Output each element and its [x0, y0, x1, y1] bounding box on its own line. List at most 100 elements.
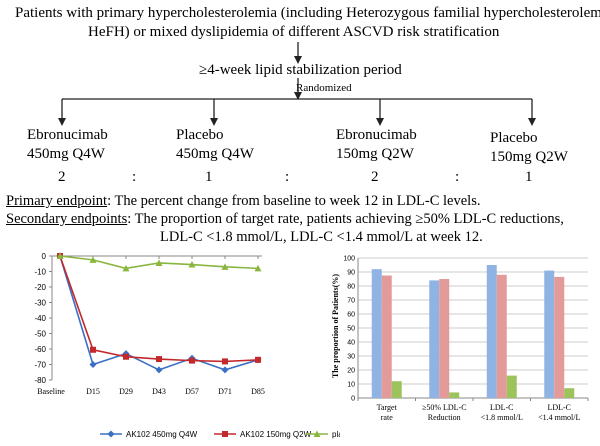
data-point: [123, 353, 129, 360]
data-point: [188, 261, 196, 268]
data-point: [221, 263, 229, 270]
data-point: [56, 252, 64, 259]
x-tick-label: D71: [218, 387, 232, 396]
y-tick-label: -30: [34, 299, 46, 308]
y-tick-label: 60: [347, 312, 355, 319]
population-line-1: Patients with primary hypercholesterolem…: [15, 5, 600, 21]
data-point: [221, 366, 229, 374]
bar: [486, 265, 497, 398]
y-tick-label: 80: [347, 284, 355, 291]
bar: [429, 280, 440, 398]
y-tick-label: -10: [34, 268, 46, 277]
arm-4-dose: 150mg Q2W: [490, 149, 568, 165]
bar: [554, 276, 565, 398]
data-point: [156, 356, 162, 363]
line-series-1: [56, 252, 262, 374]
data-point: [90, 346, 96, 353]
data-point: [222, 358, 228, 365]
series-line: [59, 255, 259, 363]
bar: [381, 275, 392, 398]
x-tick-label: D43: [152, 387, 166, 396]
y-tick-label: 90: [347, 270, 355, 277]
bar: [449, 392, 460, 398]
primary-endpoint-text: : The percent change from baseline to we…: [107, 193, 481, 209]
secondary-endpoints: Secondary endpoints: The proportion of t…: [6, 211, 564, 228]
data-point: [122, 264, 130, 272]
legend-entry-2: AK102 150mg Q2W: [214, 430, 312, 439]
y-tick-label: -50: [34, 330, 46, 339]
x-tick-label: <1.8 mmol/L: [481, 413, 523, 422]
data-point: [254, 264, 262, 272]
y-tick-label: 30: [347, 354, 355, 361]
x-tick-label: rate: [381, 413, 393, 422]
secondary-endpoints-text-2: LDL-C <1.8 mmol/L, LDL-C <1.4 mmol/L at …: [160, 229, 483, 245]
x-tick-label: Reduction: [428, 413, 461, 422]
y-tick-label: 100: [343, 256, 355, 263]
y-tick-label: 70: [347, 298, 355, 305]
data-point: [155, 366, 163, 374]
arm-3-dose: 150mg Q2W: [336, 146, 414, 162]
legend-marker: [222, 431, 228, 437]
y-tick-label: 0: [351, 396, 355, 403]
arm-3-name: Ebronucimab: [336, 127, 417, 143]
data-point: [255, 356, 261, 363]
y-tick-label: 0: [42, 252, 47, 261]
bar: [564, 388, 575, 398]
ldl-change-line-chart: 0 -10 -20 -30 -40 -50 -60 -70 -80 Baseline D15 D29…: [34, 252, 340, 439]
y-tick-label: -20: [34, 283, 46, 292]
y-tick-label: 50: [347, 326, 355, 333]
x-tick-label: D85: [251, 387, 265, 396]
legend-label: AK102 150mg Q2W: [240, 430, 312, 439]
primary-endpoint-label: Primary endpoint: [6, 193, 108, 209]
bar: [496, 274, 507, 398]
legend-entry-1: AK102 450mg Q4W: [100, 430, 198, 439]
x-tick-label: LDL-C: [547, 403, 571, 412]
ratio-arm-3: 2: [371, 169, 379, 185]
secondary-endpoints-label: Secondary endpoints: [6, 211, 128, 227]
line-series-3: [56, 252, 262, 272]
arm-2-dose: 450mg Q4W: [176, 146, 254, 162]
arm-1-dose: 450mg Q4W: [27, 146, 105, 162]
ratio-arm-1: 2: [58, 169, 66, 185]
y-tick-label: -80: [34, 376, 46, 385]
legend-entry-3: placebo: [306, 430, 340, 439]
legend-label: placebo: [332, 430, 340, 439]
x-tick-label: Baseline: [37, 387, 65, 396]
population-line-2: HeFH) or mixed dyslipidemia of different…: [88, 24, 500, 40]
legend-marker: [107, 430, 115, 438]
primary-endpoint: Primary endpoint: The percent change fro…: [6, 193, 480, 210]
arm-1-name: Ebronucimab: [27, 127, 108, 143]
series-line: [59, 255, 259, 371]
data-point: [89, 256, 97, 263]
data-point: [89, 361, 97, 368]
legend-label: AK102 450mg Q4W: [126, 430, 198, 439]
ratio-separator-3: :: [455, 169, 460, 185]
arm-2-name: Placebo: [176, 127, 224, 143]
x-tick-label: LDL-C: [490, 403, 514, 412]
ratio-separator-1: :: [132, 169, 137, 185]
bar: [544, 270, 555, 398]
bar-chart-y-axis-label: The proportion of Patients(%): [331, 274, 340, 378]
x-tick-label: Target: [377, 403, 398, 412]
arm-4-name: Placebo: [490, 130, 538, 146]
x-tick-label: D57: [185, 387, 199, 396]
x-tick-label: ≥50% LDL-C: [422, 403, 467, 412]
x-tick-label: <1.4 mmol/L: [538, 413, 580, 422]
bar: [391, 381, 402, 398]
data-point: [155, 259, 163, 266]
ratio-arm-4: 1: [525, 169, 533, 185]
legend-marker: [313, 430, 321, 437]
ratio-arm-2: 1: [205, 169, 213, 185]
bar: [371, 269, 382, 398]
data-point: [189, 357, 195, 364]
y-tick-label: -60: [34, 345, 46, 354]
x-tick-label: D29: [119, 387, 133, 396]
x-tick-label: D15: [86, 387, 100, 396]
stabilization-period: ≥4-week lipid stabilization period: [199, 62, 402, 78]
randomized-label: Randomized: [296, 82, 352, 94]
y-tick-label: 40: [347, 340, 355, 347]
bar: [439, 279, 450, 398]
y-tick-label: 20: [347, 368, 355, 375]
